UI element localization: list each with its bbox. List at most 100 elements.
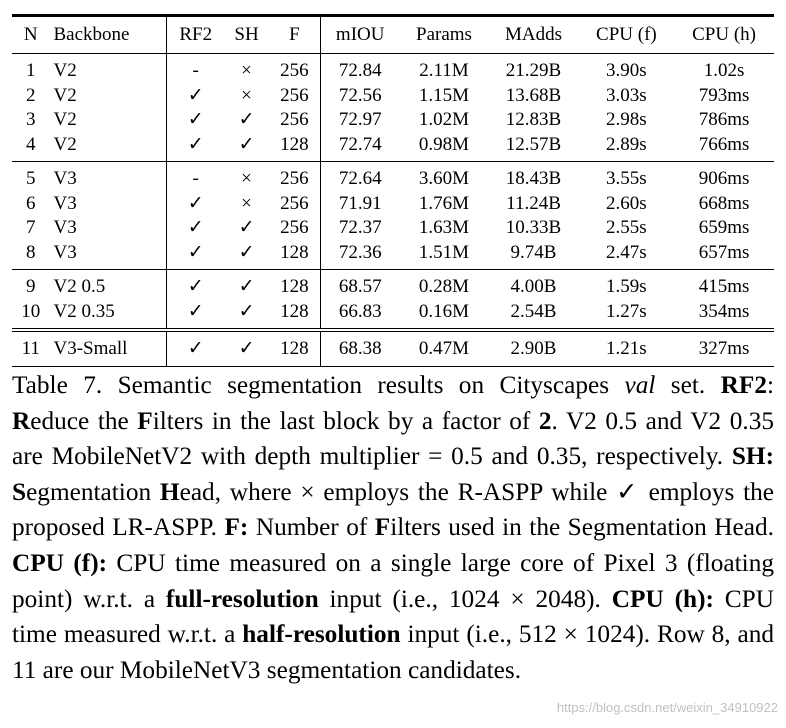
caption-text: CPU (f): [12, 548, 108, 577]
table-cell: 9 [26, 276, 36, 298]
table-cell: 72.64 [319, 161, 400, 192]
table-cell: V2 0.35 [53, 300, 115, 322]
column-header: MAdds [505, 24, 563, 45]
table-cell: V3 [53, 168, 77, 190]
table-cell: × [241, 192, 252, 214]
table-cell: 1.02M [418, 109, 470, 131]
table-cell: 72.56 [319, 83, 400, 108]
column-header: F [289, 24, 300, 45]
table-cell: 68.38 [319, 330, 400, 366]
table-cell: V2 [53, 133, 77, 155]
caption-text: ead, where × employs the R-ASPP while ✓ … [12, 477, 774, 542]
table-row: 3 V2 ✓ ✓ 256 72.97 1.02M 12.83B 2.98s 786ms [12, 108, 774, 133]
table-cell: ✓ [238, 241, 255, 263]
caption-text: CPU (h): [611, 584, 714, 613]
table-cell: ✓ [166, 83, 225, 108]
table-cell: 10.33B [505, 217, 562, 239]
table-cell: 7 [26, 217, 36, 239]
caption-text: half-resolution [242, 620, 401, 649]
table-cell: 9.74B [510, 241, 557, 263]
row-group: 1 V2- × 256 72.84 2.11M 21.29B 3.90s 1.02s 2 V2 ✓ × 2… [12, 53, 774, 162]
table-cell: V2 0.5 [53, 276, 106, 298]
table-row: 7 V3 ✓ ✓ 256 72.37 1.63M 10.33B 2.55s 659ms [12, 216, 774, 241]
table-cell: ✓ [238, 300, 255, 322]
caption-text: set. [655, 371, 721, 399]
table-cell: 2.60s [606, 192, 647, 214]
table-cell: ✓ [238, 338, 255, 360]
column-header: Params [416, 24, 472, 45]
caption-text: val [624, 371, 656, 399]
caption-text: RF2 [720, 371, 767, 399]
table-cell: 72.84 [319, 53, 400, 84]
table-cell: 13.68B [505, 84, 562, 106]
table-cell: 2.55s [606, 217, 647, 239]
table-cell: 2.54B [510, 300, 557, 322]
table-cell: 3.90s [606, 60, 647, 82]
table-cell: - [166, 161, 225, 192]
column-header: CPU (f) [596, 24, 657, 45]
table-cell: 766ms [698, 133, 750, 155]
table-cell: × [241, 168, 252, 190]
table-row: 10 V2 0.35 ✓ ✓ 128 66.83 0.16M 2.54B 1.27s 354ms [12, 299, 774, 330]
caption-text: F [374, 513, 391, 542]
column-header: N [23, 24, 38, 45]
caption-text: ilters in the last block by a factor of [152, 406, 539, 435]
table-cell: 11 [21, 338, 40, 360]
table-cell: 668ms [698, 192, 750, 214]
table-cell: 906ms [698, 168, 750, 190]
table-cell: ✓ [166, 108, 225, 133]
row-group: 5 V3 - × 256 72.64 3.60M 18.43B 3.55s 906ms 6 V3 ✓ × 2… [12, 161, 774, 270]
table-cell: V3-Small [53, 338, 128, 360]
table-cell: ✓ [166, 240, 225, 270]
table-cell: 72.97 [319, 108, 400, 133]
table-cell: 657ms [698, 241, 750, 263]
table-cell: ✓ [166, 269, 225, 300]
table-cell: 21.29B [505, 60, 562, 82]
caption: Table 7. Semantic segmentation results o… [12, 368, 774, 688]
table-row: 6 V3 ✓ × 256 71.91 1.76M 11.24B 2.60s 668ms [12, 191, 774, 216]
table-cell: 0.47M [418, 338, 470, 360]
table-row: 8 V3 ✓ ✓ 128 72.36 1.51M 9.74B 2.47s 657ms [12, 240, 774, 270]
table-cell: ✓ [238, 276, 255, 298]
table-cell: 256 [280, 217, 309, 239]
table-cell: 2.47s [606, 241, 647, 263]
table-cell: 1.27s [606, 300, 647, 322]
table-cell: 2.11M [419, 60, 469, 82]
table-cell: 1.59s [606, 276, 647, 298]
column-header: CPU (h) [692, 24, 756, 45]
table-cell: V2 [53, 60, 77, 82]
table-row: 2 V2 ✓ × 256 72.56 1.15M 13.68B 3.03s 793ms [12, 83, 774, 108]
table-cell: 11.24B [506, 192, 561, 214]
table-cell: 1.51M [418, 241, 470, 263]
table-cell: 72.36 [319, 240, 400, 270]
table-cell: 3.55s [606, 168, 647, 190]
table-cell: 256 [280, 60, 309, 82]
table-cell: 2 [26, 84, 36, 106]
column-header: mIOU [319, 15, 400, 54]
table-cell: 793ms [698, 84, 750, 106]
table-cell: 128 [280, 241, 309, 263]
caption-text: H [159, 477, 180, 506]
table-cell: 128 [280, 133, 309, 155]
row-group: 11 V3-Small ✓ ✓ 128 68.38 0.47M 2.90B 1.21s 327ms [12, 330, 774, 366]
table-cell: 0.16M [418, 300, 470, 322]
table-cell: ✓ [166, 330, 225, 366]
table-cell: × [241, 60, 252, 82]
table-cell: 18.43B [505, 168, 562, 190]
table-cell: ✓ [166, 191, 225, 216]
table-cell: 2.89s [606, 133, 647, 155]
table-cell: 415ms [698, 276, 750, 298]
table-cell: 1.15M [418, 84, 470, 106]
table-cell: 8 [26, 241, 36, 263]
table-cell: ✓ [238, 133, 255, 155]
table-cell: 4.00B [510, 276, 557, 298]
table-row: 4 V2 ✓ ✓ 128 72.74 0.98M 12.57B 2.89s 766ms [12, 132, 774, 162]
caption-text: educe the [30, 406, 138, 435]
caption-text: SH: S [12, 442, 774, 506]
table-cell: ✓ [166, 132, 225, 162]
table-cell: 66.83 [319, 299, 400, 330]
caption-text: CPU time measured on a single large core… [12, 548, 774, 613]
